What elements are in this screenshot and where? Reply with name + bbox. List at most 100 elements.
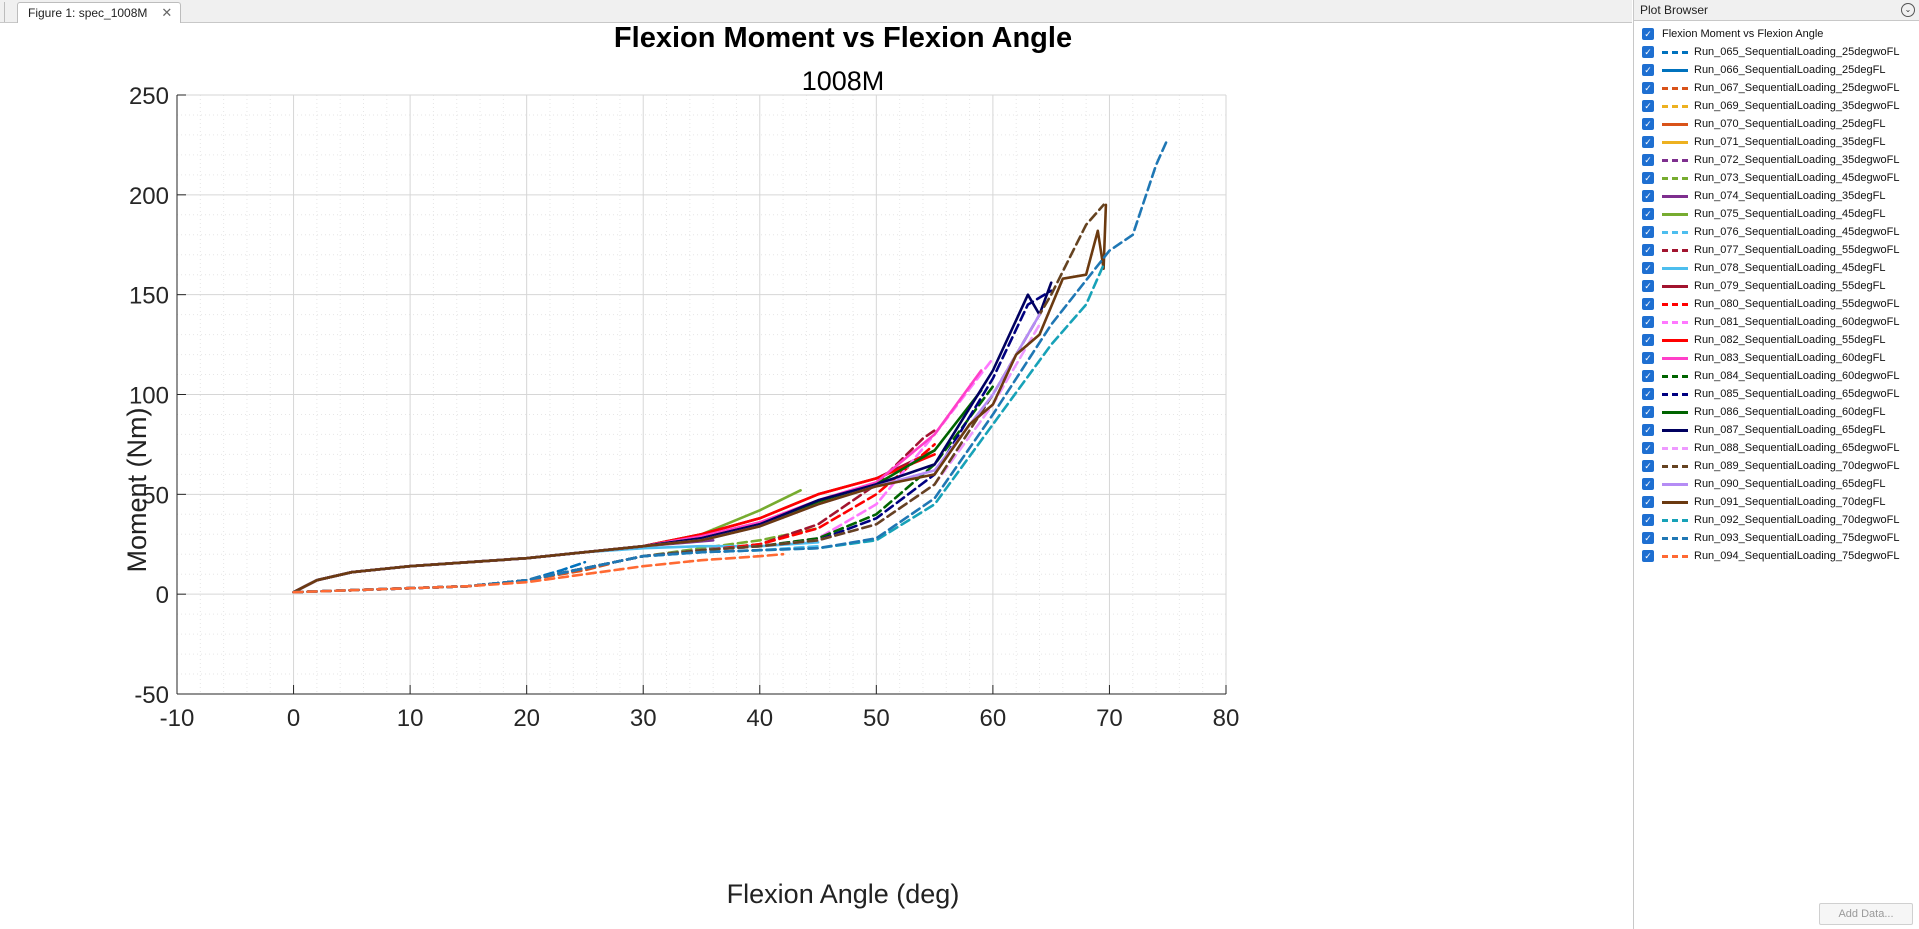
browser-item-series-15[interactable]: ✓ Run_080_SequentialLoading_55degwoFL	[1634, 295, 1919, 313]
line-swatch-icon	[1662, 86, 1688, 90]
browser-item-series-27[interactable]: ✓ Run_092_SequentialLoading_70degwoFL	[1634, 511, 1919, 529]
browser-item-series-24[interactable]: ✓ Run_089_SequentialLoading_70degwoFL	[1634, 457, 1919, 475]
browser-item-label: Run_066_SequentialLoading_25degFL	[1694, 64, 1886, 76]
browser-item-label: Run_087_SequentialLoading_65degFL	[1694, 424, 1886, 436]
checkbox-icon[interactable]: ✓	[1642, 262, 1654, 274]
browser-item-label: Run_074_SequentialLoading_35degFL	[1694, 190, 1886, 202]
checkbox-icon[interactable]: ✓	[1642, 316, 1654, 328]
chevron-down-icon[interactable]: ⌄	[1901, 3, 1915, 17]
checkbox-icon[interactable]: ✓	[1642, 226, 1654, 238]
browser-item-series-04[interactable]: ✓ Run_069_SequentialLoading_35degwoFL	[1634, 97, 1919, 115]
browser-item-axes[interactable]: ✓ Flexion Moment vs Flexion Angle	[1634, 25, 1919, 43]
checkbox-icon[interactable]: ✓	[1642, 424, 1654, 436]
checkbox-icon[interactable]: ✓	[1642, 280, 1654, 292]
checkbox-icon[interactable]: ✓	[1642, 442, 1654, 454]
browser-item-series-06[interactable]: ✓ Run_071_SequentialLoading_35degFL	[1634, 133, 1919, 151]
browser-item-series-03[interactable]: ✓ Run_067_SequentialLoading_25degwoFL	[1634, 79, 1919, 97]
browser-item-series-05[interactable]: ✓ Run_070_SequentialLoading_25degFL	[1634, 115, 1919, 133]
checkbox-icon[interactable]: ✓	[1642, 244, 1654, 256]
plot-browser-header: Plot Browser ⌄	[1634, 0, 1919, 21]
browser-item-series-16[interactable]: ✓ Run_081_SequentialLoading_60degwoFL	[1634, 313, 1919, 331]
x-tick-label: 20	[513, 705, 540, 732]
chart-subtitle: 1008M	[802, 66, 885, 96]
checkbox-icon[interactable]: ✓	[1642, 100, 1654, 112]
checkbox-icon[interactable]: ✓	[1642, 118, 1654, 130]
checkbox-icon[interactable]: ✓	[1642, 190, 1654, 202]
browser-item-series-12[interactable]: ✓ Run_077_SequentialLoading_55degwoFL	[1634, 241, 1919, 259]
chart-title: Flexion Moment vs Flexion Angle	[614, 23, 1072, 54]
checkbox-icon[interactable]: ✓	[1642, 352, 1654, 364]
series-line-26[interactable]	[292, 203, 1108, 594]
browser-item-series-28[interactable]: ✓ Run_093_SequentialLoading_75degwoFL	[1634, 529, 1919, 547]
checkbox-icon[interactable]: ✓	[1642, 532, 1654, 544]
checkbox-icon[interactable]: ✓	[1642, 406, 1654, 418]
checkbox-icon[interactable]: ✓	[1642, 496, 1654, 508]
checkbox-icon[interactable]: ✓	[1642, 478, 1654, 490]
browser-item-series-19[interactable]: ✓ Run_084_SequentialLoading_60degwoFL	[1634, 367, 1919, 385]
checkbox-icon[interactable]: ✓	[1642, 370, 1654, 382]
browser-item-label: Run_075_SequentialLoading_45degFL	[1694, 208, 1886, 220]
checkbox-icon[interactable]: ✓	[1642, 334, 1654, 346]
tick-labels: -10 0 10 20 30 40 50 60 70 80 -50 0 50 100 150 200 250	[129, 83, 1239, 732]
browser-item-series-17[interactable]: ✓ Run_082_SequentialLoading_55degFL	[1634, 331, 1919, 349]
series-group	[292, 137, 1169, 594]
figure-tab-label: Figure 1: spec_1008M	[28, 6, 148, 20]
browser-item-label: Run_076_SequentialLoading_45degwoFL	[1694, 226, 1900, 238]
checkbox-icon[interactable]: ✓	[1642, 550, 1654, 562]
browser-item-series-13[interactable]: ✓ Run_078_SequentialLoading_45degFL	[1634, 259, 1919, 277]
line-swatch-icon	[1662, 392, 1688, 396]
x-tick-label: 30	[630, 705, 657, 732]
browser-item-series-08[interactable]: ✓ Run_073_SequentialLoading_45degwoFL	[1634, 169, 1919, 187]
browser-item-series-09[interactable]: ✓ Run_074_SequentialLoading_35degFL	[1634, 187, 1919, 205]
line-swatch-icon	[1662, 518, 1688, 522]
browser-item-series-29[interactable]: ✓ Run_094_SequentialLoading_75degwoFL	[1634, 547, 1919, 565]
browser-item-series-23[interactable]: ✓ Run_088_SequentialLoading_65degwoFL	[1634, 439, 1919, 457]
checkbox-icon[interactable]: ✓	[1642, 154, 1654, 166]
checkbox-icon[interactable]: ✓	[1642, 208, 1654, 220]
checkbox-icon[interactable]: ✓	[1642, 64, 1654, 76]
checkbox-icon[interactable]: ✓	[1642, 298, 1654, 310]
checkbox-icon[interactable]: ✓	[1642, 82, 1654, 94]
browser-item-series-26[interactable]: ✓ Run_091_SequentialLoading_70degFL	[1634, 493, 1919, 511]
browser-item-series-25[interactable]: ✓ Run_090_SequentialLoading_65degFL	[1634, 475, 1919, 493]
browser-item-series-02[interactable]: ✓ Run_066_SequentialLoading_25degFL	[1634, 61, 1919, 79]
browser-item-label: Run_093_SequentialLoading_75degwoFL	[1694, 532, 1900, 544]
checkbox-icon[interactable]: ✓	[1642, 136, 1654, 148]
series-line-28[interactable]	[292, 137, 1169, 594]
figure-tab[interactable]: Figure 1: spec_1008M ✕	[17, 2, 182, 23]
checkbox-icon[interactable]: ✓	[1642, 28, 1654, 40]
x-axis-label: Flexion Angle (deg)	[727, 879, 960, 909]
checkbox-icon[interactable]: ✓	[1642, 388, 1654, 400]
browser-item-series-21[interactable]: ✓ Run_086_SequentialLoading_60degFL	[1634, 403, 1919, 421]
line-chart: -10 0 10 20 30 40 50 60 70 80 -50 0 50 100 150 200 250 F…	[122, 23, 1239, 909]
add-data-button[interactable]: Add Data...	[1819, 903, 1913, 925]
browser-item-label: Run_069_SequentialLoading_35degwoFL	[1694, 100, 1900, 112]
browser-item-label: Run_067_SequentialLoading_25degwoFL	[1694, 82, 1900, 94]
y-tick-label: 0	[156, 582, 169, 609]
browser-item-series-07[interactable]: ✓ Run_072_SequentialLoading_35degwoFL	[1634, 151, 1919, 169]
browser-item-label: Run_084_SequentialLoading_60degwoFL	[1694, 370, 1900, 382]
line-swatch-icon	[1662, 464, 1688, 468]
checkbox-icon[interactable]: ✓	[1642, 514, 1654, 526]
browser-item-label: Run_077_SequentialLoading_55degwoFL	[1694, 244, 1900, 256]
checkbox-icon[interactable]: ✓	[1642, 46, 1654, 58]
browser-item-label: Run_082_SequentialLoading_55degFL	[1694, 334, 1886, 346]
checkbox-icon[interactable]: ✓	[1642, 460, 1654, 472]
y-tick-label: 50	[142, 482, 169, 509]
browser-item-series-18[interactable]: ✓ Run_083_SequentialLoading_60degFL	[1634, 349, 1919, 367]
browser-item-series-14[interactable]: ✓ Run_079_SequentialLoading_55degFL	[1634, 277, 1919, 295]
browser-item-series-22[interactable]: ✓ Run_087_SequentialLoading_65degFL	[1634, 421, 1919, 439]
browser-item-series-01[interactable]: ✓ Run_065_SequentialLoading_25degwoFL	[1634, 43, 1919, 61]
browser-item-label: Run_088_SequentialLoading_65degwoFL	[1694, 442, 1900, 454]
browser-item-series-20[interactable]: ✓ Run_085_SequentialLoading_65degwoFL	[1634, 385, 1919, 403]
checkbox-icon[interactable]: ✓	[1642, 172, 1654, 184]
browser-item-label: Run_065_SequentialLoading_25degwoFL	[1694, 46, 1900, 58]
close-icon[interactable]: ✕	[161, 5, 173, 20]
line-swatch-icon	[1662, 482, 1688, 486]
y-tick-label: 100	[129, 383, 169, 410]
line-swatch-icon	[1662, 446, 1688, 450]
browser-item-series-11[interactable]: ✓ Run_076_SequentialLoading_45degwoFL	[1634, 223, 1919, 241]
series-line-29[interactable]	[292, 552, 785, 594]
line-swatch-icon	[1662, 320, 1688, 324]
browser-item-series-10[interactable]: ✓ Run_075_SequentialLoading_45degFL	[1634, 205, 1919, 223]
